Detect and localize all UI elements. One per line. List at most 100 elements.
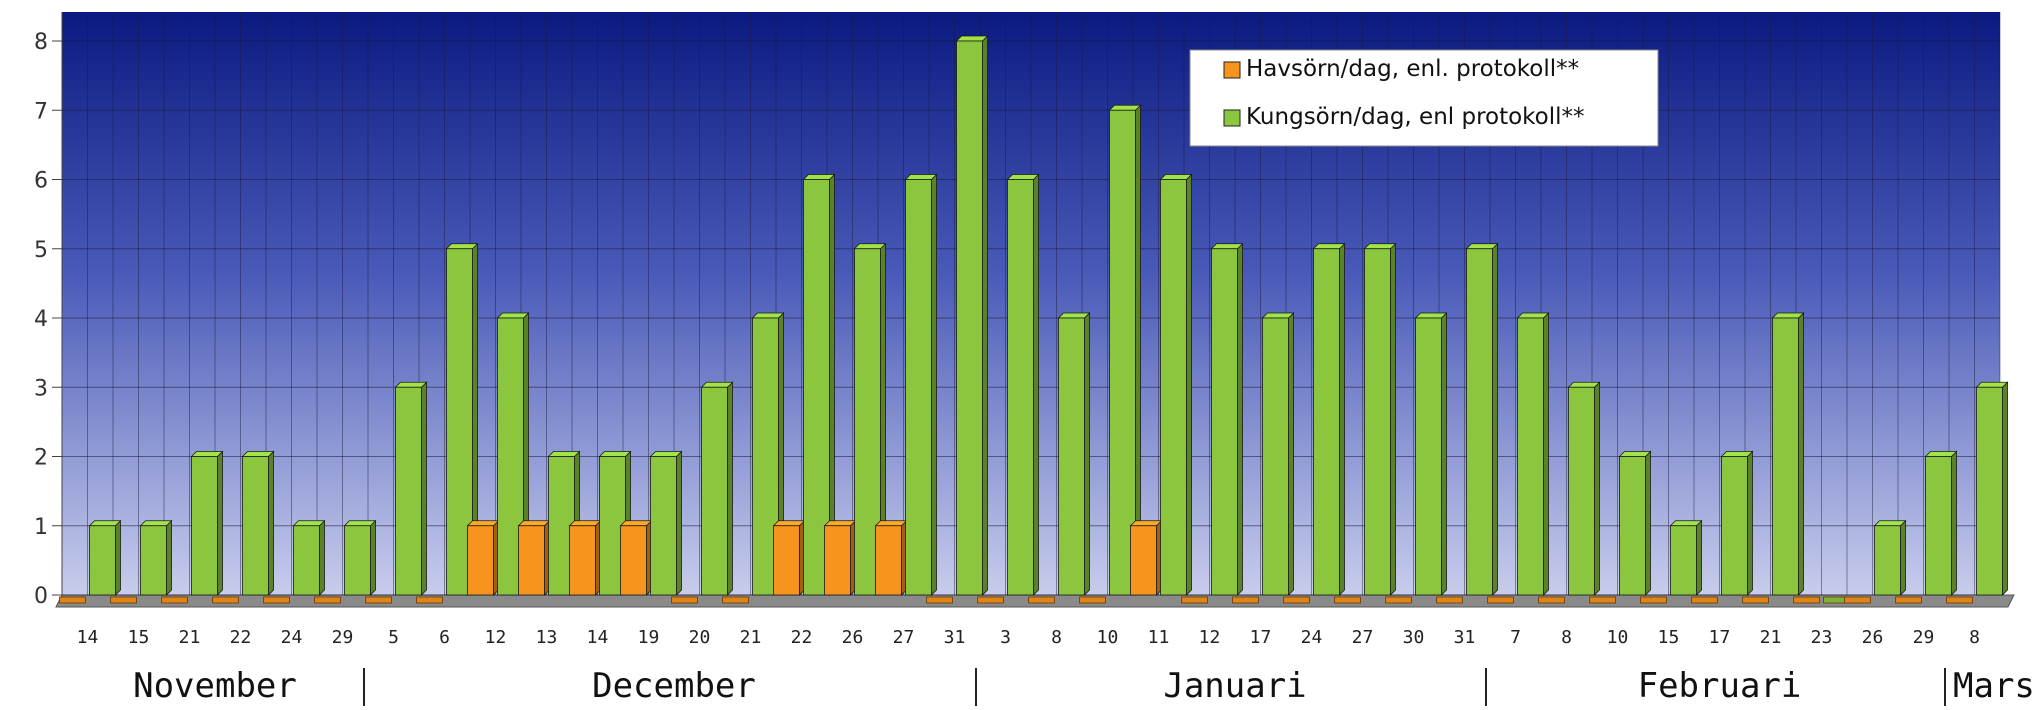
- bar-kungsorn: [1465, 242, 1499, 596]
- x-tick-label: 24: [1301, 627, 1323, 648]
- x-tick-label: 26: [1862, 627, 1884, 648]
- bar-kungsorn-front: [1262, 317, 1289, 596]
- bar-kungsorn-front: [701, 386, 728, 596]
- bar-havsorn: [1079, 596, 1106, 604]
- bar-kungsorn-side: [1339, 242, 1345, 596]
- bar-havsorn-flat: [1742, 596, 1769, 604]
- bar-havsorn-front: [518, 525, 545, 596]
- bar-havsorn: [1181, 596, 1208, 604]
- bar-havsorn: [671, 596, 698, 604]
- bar-havsorn-flat: [1181, 596, 1208, 604]
- bar-kungsorn-front: [1211, 248, 1238, 596]
- x-tick-label: 31: [1454, 627, 1476, 648]
- x-tick-label: 17: [1250, 627, 1272, 648]
- bar-havsorn-front: [569, 525, 596, 596]
- bar-havsorn-top: [568, 520, 602, 527]
- bar-havsorn-flat: [365, 596, 392, 604]
- bar-kungsorn-front: [242, 456, 269, 596]
- bar-havsorn: [1232, 596, 1259, 604]
- bar-kungsorn: [1261, 312, 1295, 596]
- bar-kungsorn-side: [1288, 312, 1294, 596]
- bar-kungsorn: [1516, 312, 1550, 596]
- bar-kungsorn-front: [1160, 179, 1187, 596]
- x-tick-label: 27: [1352, 627, 1374, 648]
- x-tick-label: 21: [179, 627, 201, 648]
- bar-havsorn-flat: [59, 596, 86, 604]
- bar-havsorn-top: [823, 520, 857, 527]
- x-tick-label: 12: [485, 627, 507, 648]
- bar-kungsorn: [1669, 519, 1703, 596]
- bar-kungsorn: [1210, 242, 1244, 596]
- bar-havsorn-flat: [1436, 596, 1463, 604]
- bar-kungsorn: [1567, 381, 1601, 596]
- bar-havsorn: [1640, 596, 1667, 604]
- bar-kungsorn-front: [1772, 317, 1799, 596]
- month-label: Januari: [1163, 666, 1306, 706]
- bar-kungsorn-front: [1517, 317, 1544, 596]
- bar-havsorn-top: [619, 520, 653, 527]
- bar-havsorn-flat: [722, 596, 749, 604]
- legend: Havsörn/dag, enl. protokoll** Kungsörn/da…: [1189, 49, 1659, 147]
- bar-kungsorn-front: [1415, 317, 1442, 596]
- bar-havsorn-flat: [1793, 596, 1820, 604]
- bar-kungsorn-top: [1975, 381, 2009, 388]
- bar-havsorn-flat: [1895, 596, 1922, 604]
- bar-kungsorn-front: [1721, 456, 1748, 596]
- bar-havsorn-flat: [1487, 596, 1514, 604]
- bar-kungsorn-top: [853, 243, 887, 250]
- x-tick-label: 15: [1658, 627, 1680, 648]
- x-tick-label: 24: [281, 627, 303, 648]
- bar-kungsorn-top: [1414, 312, 1448, 319]
- bar-kungsorn: [292, 519, 326, 596]
- bar-kungsorn-top: [496, 312, 530, 319]
- bar-havsorn: [977, 596, 1004, 604]
- bar-kungsorn: [1975, 381, 2009, 596]
- bar-havsorn: [619, 519, 653, 596]
- bar-kungsorn: [1720, 450, 1754, 596]
- bar-kungsorn-side: [319, 519, 325, 596]
- bar-kungsorn: [190, 450, 224, 596]
- x-tick-label: 29: [1913, 627, 1935, 648]
- bar-havsorn: [722, 596, 749, 604]
- bar-havsorn: [1844, 596, 1871, 604]
- bar-havsorn-flat: [212, 596, 239, 604]
- x-tick-label: 8: [1051, 627, 1062, 648]
- bar-kungsorn-side: [1798, 312, 1804, 596]
- bar-kungsorn-front: [191, 456, 218, 596]
- bar-havsorn: [365, 596, 392, 604]
- bar-havsorn-flat: [671, 596, 698, 604]
- bar-kungsorn: [1159, 173, 1193, 596]
- bar-havsorn-flat: [1334, 596, 1361, 604]
- bar-kungsorn-side: [1390, 242, 1396, 596]
- bar-kungsorn: [1924, 450, 1958, 596]
- bar-havsorn: [1028, 596, 1055, 604]
- bar-kungsorn-top: [139, 520, 173, 527]
- bar-kungsorn-top: [649, 451, 683, 457]
- bar-kungsorn-front: [1466, 248, 1493, 596]
- x-tick-label: 8: [1561, 627, 1572, 648]
- bar-kungsorn-side: [268, 450, 274, 596]
- bar-havsorn: [110, 596, 137, 604]
- bar-kungsorn-side: [931, 173, 937, 596]
- bar-kungsorn-side: [1696, 519, 1702, 596]
- bar-kungsorn-top: [1261, 312, 1295, 319]
- bar-kungsorn: [649, 450, 683, 596]
- bar-kungsorn-front: [1364, 248, 1391, 596]
- bar-kungsorn-top: [1771, 312, 1805, 319]
- bar-kungsorn-front: [1568, 386, 1595, 596]
- bar-havsorn: [1487, 596, 1514, 604]
- bar-kungsorn: [1312, 242, 1346, 596]
- bar-havsorn-top: [466, 520, 500, 527]
- bar-kungsorn-front: [650, 456, 677, 596]
- bar-kungsorn-top: [1567, 381, 1601, 388]
- bar-havsorn: [314, 596, 341, 604]
- x-tick-label: 27: [893, 627, 915, 648]
- x-tick-label: 22: [230, 627, 252, 648]
- bar-kungsorn-front: [344, 525, 371, 596]
- legend-swatch: [1223, 61, 1241, 79]
- bar-havsorn: [926, 596, 953, 604]
- bar-kungsorn: [241, 450, 275, 596]
- x-tick-label: 11: [1148, 627, 1170, 648]
- bar-kungsorn-top: [445, 243, 479, 250]
